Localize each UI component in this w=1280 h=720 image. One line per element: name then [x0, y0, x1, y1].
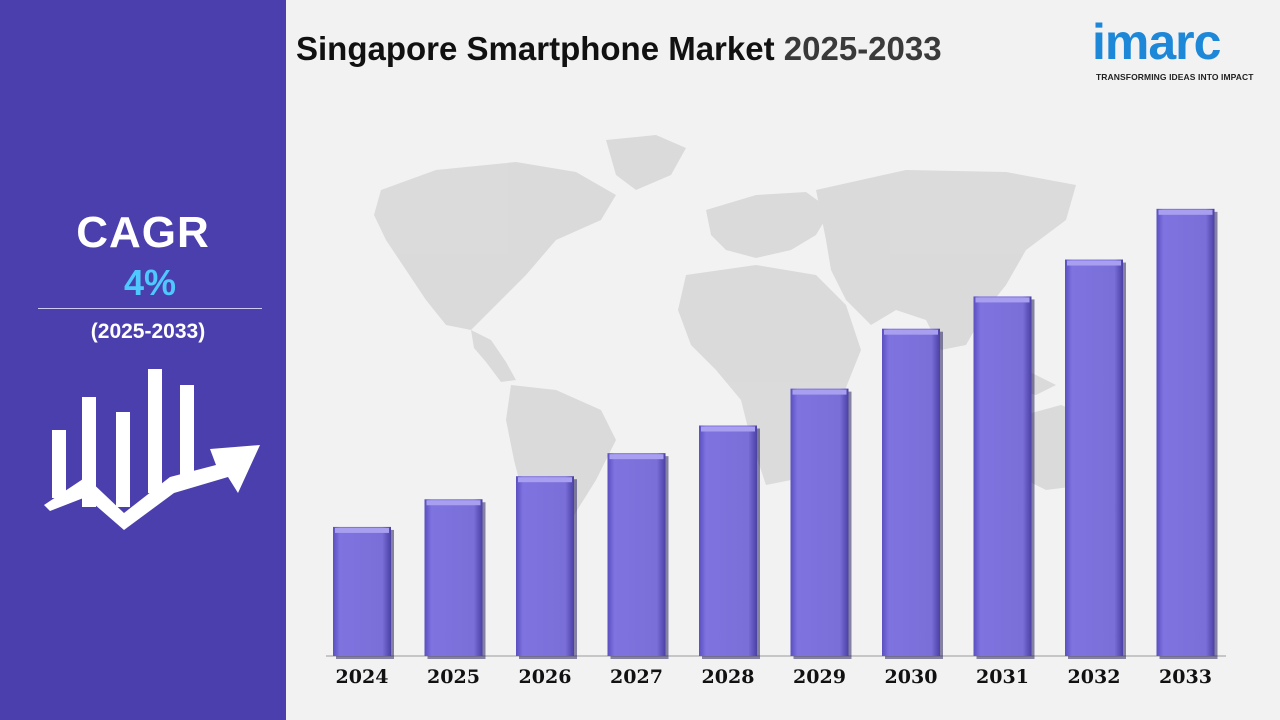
bar-rect: [607, 453, 666, 656]
title-main: Singapore Smartphone Market: [296, 30, 775, 67]
x-tick-label: 2033: [1159, 666, 1212, 688]
x-tick-label: 2024: [336, 666, 389, 688]
bar-2024: [333, 526, 394, 659]
imarc-logo: imarc TRANSFORMING IDEAS INTO IMPACT: [1092, 14, 1268, 86]
bar-highlight: [792, 389, 847, 395]
bar-2033: [1156, 208, 1218, 659]
bar-2025: [424, 499, 486, 659]
bar-rect: [699, 425, 757, 656]
logo-tagline: TRANSFORMING IDEAS INTO IMPACT: [1096, 72, 1254, 82]
chart-title: Singapore Smartphone Market 2025-2033: [296, 30, 942, 68]
bar-2027: [607, 453, 669, 659]
cagr-value: 4%: [123, 262, 177, 303]
bar-rect: [1156, 208, 1215, 656]
cagr-label: CAGR: [76, 208, 210, 257]
bar-2032: [1065, 259, 1126, 659]
bar-highlight: [884, 329, 938, 335]
x-tick-label: 2026: [519, 666, 572, 688]
growth-chart-arrow-icon: [44, 369, 260, 530]
bar-rect: [516, 476, 574, 656]
x-tick-label: 2027: [610, 666, 663, 688]
bar-2028: [699, 425, 760, 659]
bar-highlight: [426, 500, 481, 506]
bar-rect: [333, 526, 391, 656]
title-years: 2025-2033: [783, 30, 942, 67]
cagr-divider: [38, 308, 262, 309]
bar-rect: [424, 499, 483, 656]
bar-2030: [882, 328, 943, 659]
x-tick-label: 2029: [793, 666, 846, 688]
logo-word: imarc: [1092, 14, 1221, 70]
bar-highlight: [1067, 260, 1121, 266]
x-tick-label: 2030: [885, 666, 938, 688]
cagr-panel: CAGR 4% (2025-2033): [0, 0, 286, 720]
bar-2029: [790, 388, 852, 659]
cagr-period: (2025-2033): [90, 320, 206, 343]
bar-rect: [973, 296, 1032, 656]
x-tick-label: 2032: [1068, 666, 1121, 688]
bar-chart: 2024 2025 2026 2027 2028 2029 2030 2031 2032 2033: [326, 135, 1226, 688]
bar-highlight: [518, 477, 572, 483]
bar-rect: [1065, 259, 1123, 656]
bar-rect: [790, 388, 849, 656]
bar-highlight: [975, 297, 1030, 303]
x-tick-label: 2031: [976, 666, 1029, 688]
bar-highlight: [335, 527, 389, 533]
bar-rect: [882, 328, 940, 656]
x-tick-label: 2025: [427, 666, 480, 688]
x-tick-label: 2028: [702, 666, 755, 688]
bar-highlight: [701, 426, 755, 432]
bar-highlight: [1158, 209, 1213, 215]
bar-highlight: [609, 454, 664, 460]
bar-2026: [516, 476, 577, 659]
bar-2031: [973, 296, 1035, 659]
